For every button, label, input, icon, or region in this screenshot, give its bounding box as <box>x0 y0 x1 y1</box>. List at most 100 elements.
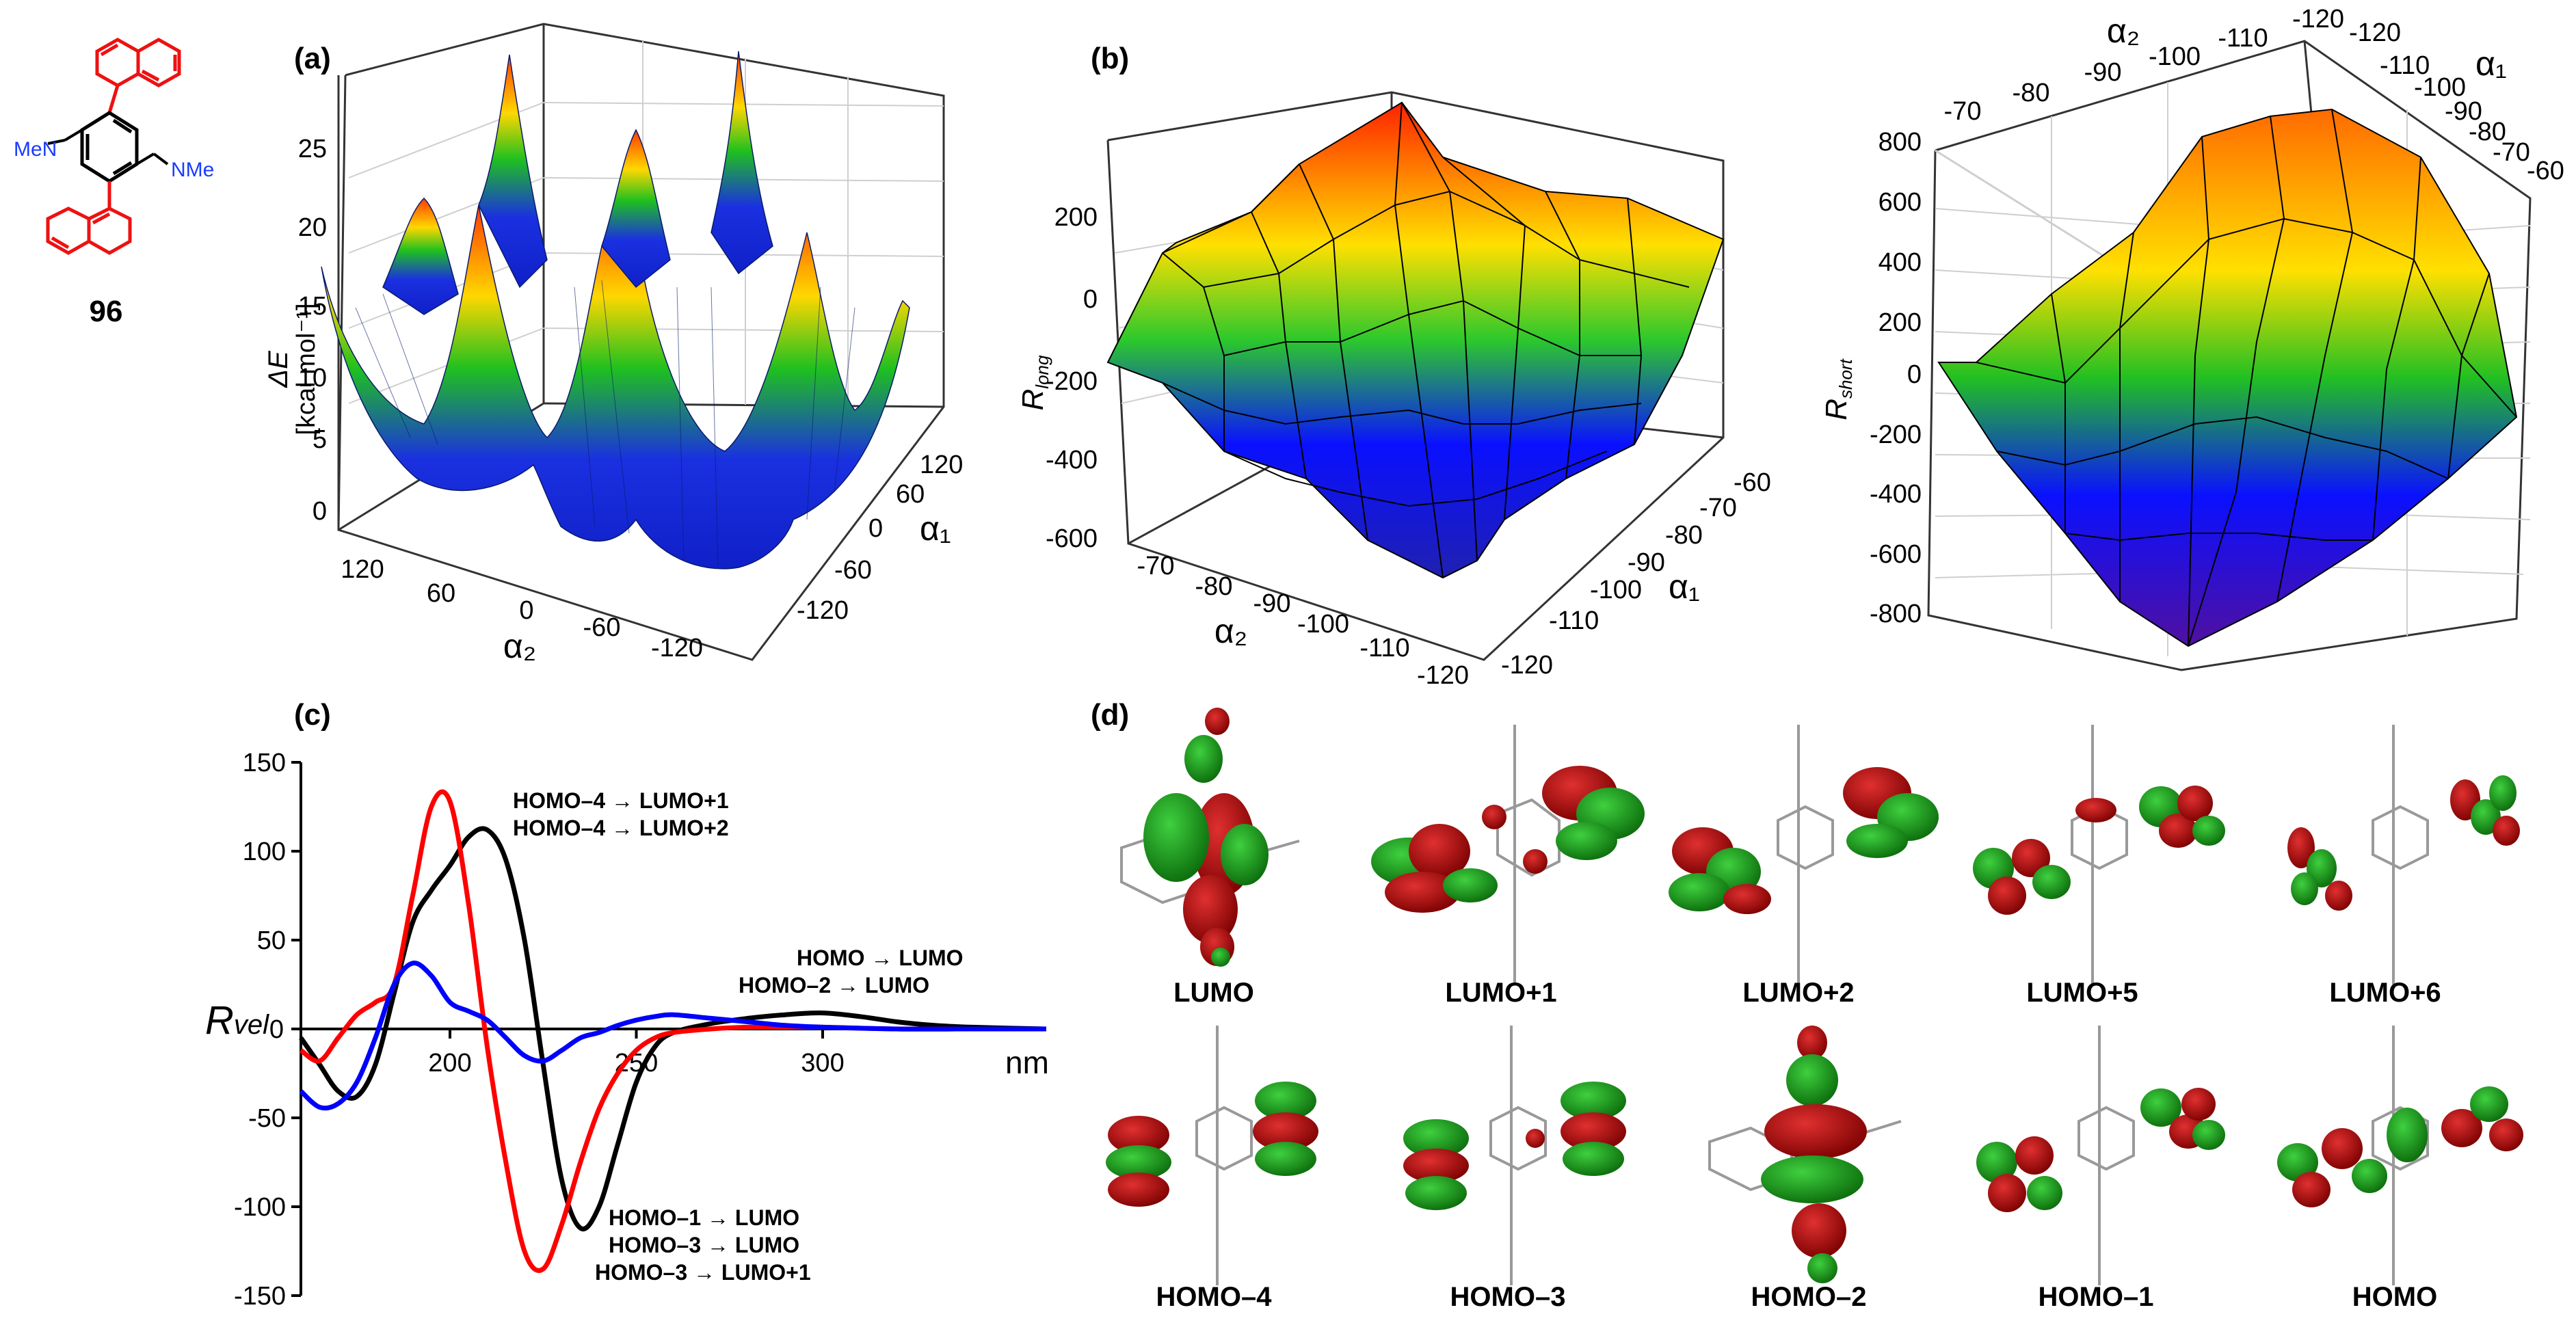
panel-b2-ztick: -200 <box>1870 420 1922 449</box>
imine-arms <box>47 129 169 165</box>
orbital-label: LUMO+1 <box>1445 978 1556 1008</box>
panel-a-z-label: ΔE [kcal mol⁻¹] <box>263 303 321 435</box>
panel-c-series-black <box>299 826 1047 1232</box>
imine-left-label: MeN <box>14 138 57 161</box>
panel-c-annotation: HOMO–3 → LUMO+1 <box>595 1260 811 1285</box>
panel-c-xtick-label: 200 <box>428 1049 471 1078</box>
panel-a-ztick: 20 <box>298 213 327 242</box>
panel-a-peak-2 <box>601 129 671 289</box>
panel-b-z-label: Rlong <box>1016 355 1052 410</box>
panel-b2-ytick: -110 <box>2380 51 2430 80</box>
panel-b2-ztick: -400 <box>1870 480 1922 509</box>
panel-b2-ztick: 200 <box>1878 308 1922 337</box>
orbital-label: HOMO–4 <box>1156 1282 1273 1312</box>
orbital-image-lumo-plus-1 <box>1371 725 1645 985</box>
panel-b-ytick: -120 <box>1501 651 1553 680</box>
panel-b2-zlabel: Rshort <box>1820 358 1856 420</box>
panel-b2-xtick: -110 <box>2218 24 2268 53</box>
panel-a-x-ticks: 120 60 0 -60 -120 <box>341 555 703 662</box>
panel-b-zlabel-sub: long <box>1032 355 1052 389</box>
panel-a-ztick: 5 <box>313 425 327 454</box>
panel-b-x-ticks: -70 -80 -90 -100 -110 -120 <box>1137 552 1469 690</box>
panel-b-ytick: -80 <box>1665 521 1703 550</box>
panel-b2-x-ticks: -70 -80 -90 -100 -110 -120 <box>1944 5 2344 126</box>
panel-b-ylabel: α₁ <box>1669 567 1700 606</box>
orbital-image-lumo <box>1120 708 1300 967</box>
orbital-label: LUMO+6 <box>2329 978 2441 1008</box>
panel-a-xtick: 0 <box>519 596 533 625</box>
panel-a-zlabel-text: ΔE <box>263 350 293 388</box>
panel-b2-ztick: -600 <box>1870 540 1922 569</box>
orbital-label: HOMO–3 <box>1450 1282 1566 1312</box>
panel-c-ytick-label: -150 <box>234 1282 286 1311</box>
panel-b-z-ticks: 200 0 -200 -400 -600 <box>1046 203 1098 553</box>
panel-a-ztick: 0 <box>313 497 327 526</box>
panel-b2-ztick: 600 <box>1878 188 1922 217</box>
panel-b-ztick: 200 <box>1054 203 1098 232</box>
panel-a-ztick: 25 <box>298 135 327 163</box>
compound-number: 96 <box>90 295 123 328</box>
orbital-image-lumo-plus-6 <box>2287 725 2520 985</box>
imine-right-label: NMe <box>171 159 214 181</box>
panel-b-ytick: -90 <box>1628 548 1665 577</box>
panel-b: (b) 200 <box>1016 42 1771 690</box>
panel-c-ylabel-r: R <box>205 998 234 1043</box>
panel-a-y-ticks: 120 60 0 -60 -120 <box>797 451 963 625</box>
panel-b2-ytick: -70 <box>2493 138 2530 167</box>
panel-c-ytick-label: 100 <box>243 838 286 866</box>
panel-c-y-ticks: 150 100 50 -50 -100 -150 <box>234 749 301 1311</box>
panel-b2-ytick: -60 <box>2527 157 2564 185</box>
panel-b-ztick: -200 <box>1046 367 1098 396</box>
orbital-label: HOMO <box>2352 1282 2437 1312</box>
panel-b-surface <box>1106 101 1725 579</box>
orbital-image-lumo-plus-5 <box>1973 725 2225 985</box>
panel-a-xtick: -120 <box>651 634 703 662</box>
panel-a-ytick: 120 <box>920 451 963 479</box>
panel-b-ytick: -110 <box>1549 606 1599 635</box>
panel-b-ytick: -60 <box>1734 468 1771 497</box>
panel-c-ylabel: Rvel <box>205 998 269 1043</box>
panel-b-ytick: -100 <box>1590 576 1642 604</box>
panel-b2-xtick: -80 <box>2013 79 2050 107</box>
orbital-image-homo-minus-1 <box>1976 1026 2225 1285</box>
panel-c-zero-tick: 0 <box>269 1015 284 1044</box>
panel-c-annotation: HOMO–3 → LUMO <box>609 1233 799 1257</box>
panel-a-z-ticks: 25 20 15 10 5 0 <box>298 135 327 526</box>
orbital-label: HOMO–1 <box>2039 1282 2154 1312</box>
central-benzene <box>80 111 139 183</box>
panel-a-xlabel: α₂ <box>503 627 536 665</box>
panel-c-ylabel-sub: vel <box>234 1010 269 1040</box>
panel-b-xtick: -120 <box>1417 661 1469 690</box>
orbital-image-homo-minus-3 <box>1403 1026 1626 1285</box>
naphthyl-bottom <box>46 181 132 255</box>
panel-b2-ztick: -800 <box>1870 600 1922 628</box>
panel-a-xtick: 60 <box>427 579 455 608</box>
panel-b-mesh <box>1162 102 1690 578</box>
panel-b2-surface <box>1937 108 2518 647</box>
panel-b2-xlabel: α₂ <box>2107 12 2140 50</box>
panel-a-ztick: 15 <box>298 292 327 321</box>
panel-c-series <box>299 789 1047 1273</box>
panel-b2-ytick: -90 <box>2445 97 2482 126</box>
panel-c-tag: (c) <box>294 698 331 732</box>
orbital-image-lumo-plus-2 <box>1669 725 1939 985</box>
panel-b-zlabel-r: R <box>1016 389 1050 411</box>
panel-b2-xtick: -70 <box>1944 97 1982 126</box>
panel-c-ytick-label: -100 <box>234 1193 286 1222</box>
naphthyl-top <box>95 38 181 113</box>
panel-c-annotations: HOMO–4 → LUMO+1 HOMO–4 → LUMO+2 HOMO → L… <box>513 788 964 1285</box>
orbital-image-homo-minus-2 <box>1708 1026 1902 1283</box>
panel-b-xtick: -80 <box>1195 572 1233 601</box>
compound-96-structure: MeN NMe 96 <box>14 38 214 328</box>
panel-b-zlabel: Rlong <box>1016 355 1052 410</box>
panel-c-annotation: HOMO–4 → LUMO+2 <box>513 816 729 840</box>
panel-c-annotation: HOMO–1 → LUMO <box>609 1205 799 1230</box>
panel-b-ztick: -600 <box>1046 524 1098 553</box>
panel-b2-mesh <box>1976 109 2517 647</box>
panel-b-xtick: -90 <box>1253 589 1291 618</box>
panel-b-xtick: -110 <box>1359 634 1409 662</box>
panel-a-zunit: [kcal mol⁻¹] <box>292 303 321 435</box>
panel-b-xlabel: α₂ <box>1214 612 1247 650</box>
panel-b2-ytick: -80 <box>2469 118 2506 146</box>
